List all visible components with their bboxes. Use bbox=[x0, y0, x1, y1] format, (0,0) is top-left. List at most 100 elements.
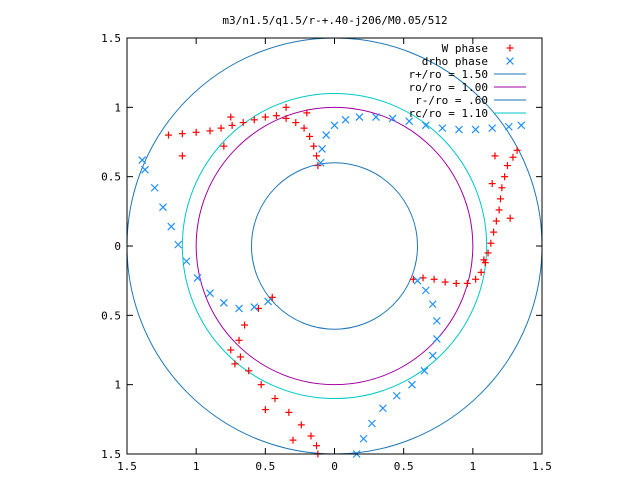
series-1-point-35 bbox=[182, 257, 191, 266]
series-0-point-38 bbox=[501, 173, 509, 181]
series-0-point-2 bbox=[310, 142, 318, 150]
series-1-point-8 bbox=[405, 117, 414, 126]
series-0-point-51 bbox=[245, 367, 253, 375]
series-1-point-25 bbox=[378, 404, 387, 413]
series-0-point-24 bbox=[430, 275, 438, 283]
legend-label-0: W phase bbox=[442, 42, 488, 55]
series-1-point-3 bbox=[330, 121, 339, 130]
series-1-point-27 bbox=[359, 434, 368, 443]
series-0-point-13 bbox=[206, 127, 214, 135]
circle-3 bbox=[181, 92, 488, 400]
series-1-point-13 bbox=[488, 124, 497, 133]
circle-2 bbox=[251, 162, 418, 330]
series-0-point-11 bbox=[228, 121, 236, 129]
series-0-point-6 bbox=[282, 114, 290, 122]
series-0-point-36 bbox=[497, 195, 504, 203]
series-0-point-55 bbox=[297, 421, 305, 429]
series-1-point-16 bbox=[413, 276, 422, 285]
series-1-point-36 bbox=[174, 240, 183, 249]
series-0-point-33 bbox=[490, 228, 498, 236]
chart-title: m3/n1.5/q1.5/r-+.40-j206/M0.05/512 bbox=[222, 14, 447, 27]
series-0-point-8 bbox=[261, 113, 269, 121]
series-0-point-16 bbox=[165, 131, 172, 139]
series-0-point-9 bbox=[250, 116, 258, 124]
series-1-point-22 bbox=[420, 366, 429, 375]
series-0-point-28 bbox=[472, 275, 480, 283]
y-tick-label-5: 1 bbox=[114, 379, 121, 392]
series-0-point-31 bbox=[484, 249, 492, 257]
series-0-point-39 bbox=[503, 162, 511, 170]
y-tick-label-2: 0.5 bbox=[101, 171, 121, 184]
series-1-point-24 bbox=[392, 391, 401, 400]
series-1-point-10 bbox=[438, 124, 447, 133]
series-0-point-52 bbox=[257, 381, 265, 389]
series-1 bbox=[138, 113, 526, 458]
series-1-point-6 bbox=[372, 113, 380, 121]
y-tick-label-3: 0 bbox=[114, 240, 121, 253]
series-0-point-62 bbox=[289, 436, 297, 444]
series-0-point-27 bbox=[463, 279, 471, 287]
series-0-point-53 bbox=[271, 395, 279, 403]
series-1-point-41 bbox=[138, 156, 147, 164]
x-tick-label-6: 1.5 bbox=[532, 460, 552, 473]
legend-marker-0 bbox=[506, 44, 514, 52]
series-0-point-21 bbox=[303, 109, 311, 117]
series-0-point-35 bbox=[495, 206, 503, 214]
series-1-point-7 bbox=[388, 114, 397, 123]
legend-marker-1 bbox=[506, 57, 514, 65]
series-0-point-19 bbox=[178, 152, 186, 160]
x-tick-label-4: 0.5 bbox=[394, 460, 414, 473]
legend-label-1: drho phase bbox=[422, 55, 488, 68]
series-1-point-5 bbox=[355, 113, 364, 121]
series-0-point-48 bbox=[241, 321, 249, 329]
series-1-point-18 bbox=[428, 300, 437, 309]
series-0-point-25 bbox=[441, 278, 449, 286]
x-tick-label-5: 1 bbox=[470, 460, 477, 473]
series-1-point-4 bbox=[341, 115, 350, 124]
series-0-point-54 bbox=[285, 408, 293, 416]
series-0-point-10 bbox=[239, 119, 247, 127]
series-1-point-39 bbox=[150, 183, 159, 192]
series-1-point-23 bbox=[408, 380, 416, 389]
series-0-point-34 bbox=[492, 217, 500, 225]
series-1-point-12 bbox=[471, 125, 480, 134]
series-1-point-2 bbox=[322, 131, 331, 139]
series-0-point-46 bbox=[268, 293, 276, 301]
legend-label-circle-0: r+/ro = 1.50 bbox=[409, 68, 488, 81]
x-tick-label-2: 0.5 bbox=[255, 460, 275, 473]
y-tick-label-0: 1.5 bbox=[101, 32, 121, 45]
series-1-point-19 bbox=[432, 316, 441, 325]
series-0-point-50 bbox=[236, 353, 244, 361]
series-0-point-40 bbox=[509, 153, 517, 161]
series-1-point-29 bbox=[264, 297, 273, 306]
series-0-point-37 bbox=[498, 184, 506, 192]
series-0-point-44 bbox=[506, 214, 514, 222]
x-tick-label-0: 1.5 bbox=[117, 460, 137, 473]
series-1-point-32 bbox=[219, 298, 228, 307]
series-0-point-26 bbox=[452, 279, 460, 287]
series-0-point-42 bbox=[480, 256, 488, 264]
series-0-point-41 bbox=[513, 146, 521, 154]
series-0-point-17 bbox=[227, 113, 235, 121]
series-0-point-12 bbox=[217, 124, 225, 132]
series-1-point-20 bbox=[432, 334, 441, 343]
series-1-point-34 bbox=[193, 273, 202, 282]
series-1-point-1 bbox=[318, 145, 326, 153]
series-0-point-4 bbox=[300, 124, 308, 132]
series-0-point-14 bbox=[192, 128, 200, 136]
series-0 bbox=[165, 103, 521, 458]
x-tick-label-1: 1 bbox=[193, 460, 200, 473]
series-1-point-40 bbox=[141, 165, 149, 174]
series-1-point-38 bbox=[159, 203, 167, 212]
series-0-point-43 bbox=[491, 152, 499, 160]
series-1-point-17 bbox=[421, 286, 430, 295]
x-tick-label-3: 0 bbox=[331, 460, 338, 473]
circle-1 bbox=[195, 106, 474, 386]
legend-label-circle-1: ro/ro = 1.00 bbox=[409, 81, 488, 94]
series-0-point-15 bbox=[178, 130, 186, 138]
series-0-point-3 bbox=[306, 132, 314, 140]
series-0-point-29 bbox=[477, 268, 485, 276]
series-0-point-5 bbox=[292, 119, 300, 127]
